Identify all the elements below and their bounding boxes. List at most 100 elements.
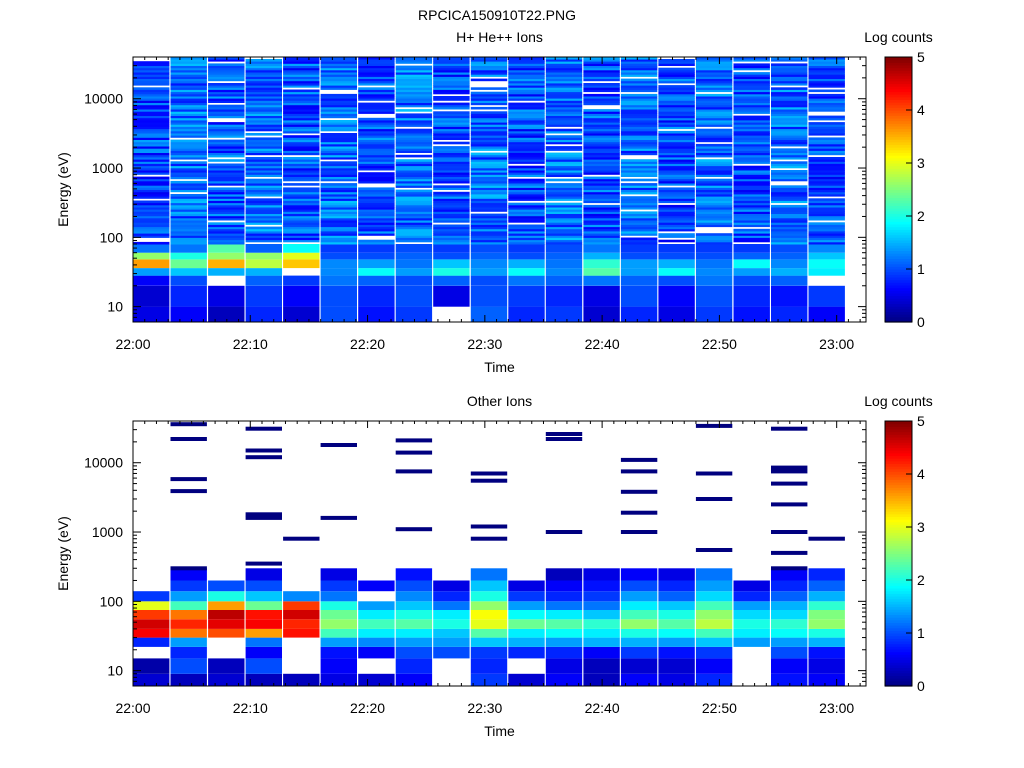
heatmap-cell [170, 113, 207, 116]
heatmap-cell [133, 159, 170, 162]
colorbar-segment [885, 421, 912, 425]
heatmap-cell [583, 135, 620, 138]
heatmap-cell [695, 268, 733, 276]
heatmap-cell [733, 91, 770, 95]
heatmap-cell [808, 163, 845, 167]
heatmap-cell [658, 222, 695, 225]
heatmap-cell [508, 285, 545, 307]
heatmap-cell [245, 172, 282, 175]
heatmap-cell [620, 56, 658, 60]
heatmap-cell [508, 211, 545, 214]
heatmap-cell [808, 568, 845, 581]
heatmap-cell [395, 69, 433, 73]
heatmap-cell [545, 165, 583, 169]
x-tick-label: 22:20 [350, 336, 385, 352]
heatmap-cell [283, 231, 320, 234]
heatmap-cell [170, 658, 207, 674]
heatmap-cell [771, 133, 808, 136]
heatmap-cell [733, 74, 770, 77]
heatmap-cell [695, 619, 733, 629]
heatmap-cell [395, 239, 433, 243]
heatmap-cell [245, 189, 282, 193]
heatmap-cell [733, 135, 770, 138]
heatmap-cell [545, 159, 583, 162]
heatmap-cell [545, 275, 583, 286]
colorbar-segment [885, 540, 912, 544]
heatmap-cell [358, 56, 395, 60]
heatmap-cell [583, 76, 620, 79]
colorbar-segment [885, 184, 912, 188]
heatmap-cell [771, 239, 808, 243]
colorbar-segment [885, 466, 912, 470]
colorbar-segment [885, 654, 912, 658]
heatmap-cell [733, 224, 770, 228]
heatmap-cell [433, 207, 470, 210]
heatmap-cell [658, 200, 695, 204]
heatmap-cell [771, 165, 808, 169]
heatmap-cell [208, 106, 245, 110]
heatmap-cell [283, 115, 320, 119]
heatmap-cell [508, 85, 545, 88]
heatmap-cell [771, 72, 808, 75]
heatmap-cell [658, 189, 695, 193]
heatmap-cell [283, 215, 320, 219]
heatmap-cell [583, 146, 620, 149]
heatmap-cell [358, 268, 395, 276]
colorbar-segment [885, 303, 912, 307]
heatmap-cell [245, 157, 282, 160]
heatmap-cell [695, 187, 733, 190]
heatmap-cell [358, 150, 395, 153]
heatmap-cell [695, 170, 733, 173]
heatmap-cell [695, 211, 733, 214]
heatmap-cell [545, 637, 583, 647]
heatmap-cell [320, 189, 357, 193]
heatmap-cell [695, 222, 733, 225]
heatmap-cell [358, 83, 395, 86]
x-tick-label: 22:00 [115, 336, 150, 352]
heatmap-cell [358, 152, 395, 156]
heatmap-cell [733, 120, 770, 123]
heatmap-cell [170, 189, 207, 193]
heatmap-cell [395, 109, 433, 112]
heatmap-cell [771, 161, 808, 164]
heatmap-cell [170, 135, 207, 138]
heatmap-cell [320, 241, 357, 245]
heatmap-cell [620, 85, 658, 88]
heatmap-cell [283, 222, 320, 225]
heatmap-cell [433, 78, 470, 82]
colorbar-segment [885, 165, 912, 169]
heatmap-cell [283, 237, 320, 241]
heatmap-cell [133, 126, 170, 130]
heatmap-cell [545, 204, 583, 208]
heatmap-cell [170, 165, 207, 169]
heatmap-cell [433, 220, 470, 223]
heatmap-cell [545, 233, 583, 236]
heatmap-cell [320, 150, 357, 153]
heatmap-cell [358, 231, 395, 234]
heatmap-cell [808, 78, 845, 82]
colorbar-segment [885, 266, 912, 270]
heatmap-cell [808, 61, 845, 64]
heatmap-cell [695, 120, 733, 123]
heatmap-cell [433, 85, 470, 88]
colorbar-segment [885, 659, 912, 663]
colorbar-segment [885, 556, 912, 560]
heatmap-cell [133, 306, 170, 322]
heatmap-cell [133, 209, 170, 212]
heatmap-cell [583, 237, 620, 241]
sparse-line [283, 536, 320, 541]
heatmap-cell [133, 217, 170, 221]
sparse-line [620, 530, 658, 534]
colorbar-segment [885, 57, 912, 61]
heatmap-cell [508, 610, 545, 620]
heatmap-cell [470, 56, 508, 60]
heatmap-cell [808, 65, 845, 69]
heatmap-cell [208, 233, 245, 236]
heatmap-cell [358, 137, 395, 140]
heatmap-cell [508, 165, 545, 169]
heatmap-cell [358, 135, 395, 138]
heatmap-cell [395, 148, 433, 151]
colorbar-segment [885, 582, 912, 586]
colorbar-segment [885, 210, 912, 214]
sparse-line [245, 426, 282, 431]
